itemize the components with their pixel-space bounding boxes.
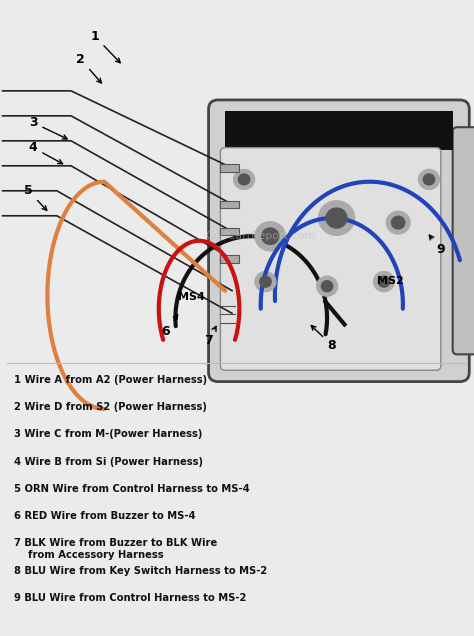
FancyBboxPatch shape xyxy=(220,148,441,370)
Circle shape xyxy=(255,272,276,292)
Text: 6: 6 xyxy=(162,315,178,338)
Circle shape xyxy=(419,169,439,190)
Circle shape xyxy=(255,222,285,251)
Circle shape xyxy=(392,216,405,229)
Text: 7: 7 xyxy=(204,326,216,347)
Text: 4 Wire B from Si (Power Harness): 4 Wire B from Si (Power Harness) xyxy=(14,457,203,467)
Text: 9: 9 xyxy=(429,235,445,256)
Text: 4: 4 xyxy=(29,141,63,163)
Circle shape xyxy=(262,228,279,244)
Text: 1: 1 xyxy=(91,30,120,63)
Circle shape xyxy=(378,276,390,287)
Circle shape xyxy=(326,208,347,228)
Text: GolfCartReport.com: GolfCartReport.com xyxy=(206,232,316,241)
Bar xyxy=(220,165,239,172)
Circle shape xyxy=(319,201,355,235)
Text: 1 Wire A from A2 (Power Harness): 1 Wire A from A2 (Power Harness) xyxy=(14,375,207,385)
Circle shape xyxy=(374,272,394,292)
Bar xyxy=(5,368,469,633)
Circle shape xyxy=(260,276,271,287)
Bar xyxy=(220,255,239,263)
Text: 2 Wire D from S2 (Power Harness): 2 Wire D from S2 (Power Harness) xyxy=(14,402,207,412)
Bar xyxy=(220,201,239,208)
Circle shape xyxy=(317,276,337,296)
Text: 8: 8 xyxy=(311,326,336,352)
FancyBboxPatch shape xyxy=(209,100,469,382)
Circle shape xyxy=(321,280,333,292)
FancyBboxPatch shape xyxy=(453,127,474,354)
Text: 7 BLK Wire from Buzzer to BLK Wire
    from Accessory Harness: 7 BLK Wire from Buzzer to BLK Wire from … xyxy=(14,538,218,560)
Bar xyxy=(220,228,239,235)
Text: 5 ORN Wire from Control Harness to MS-4: 5 ORN Wire from Control Harness to MS-4 xyxy=(14,484,250,494)
Bar xyxy=(225,111,453,150)
Circle shape xyxy=(423,174,435,185)
Text: 8 BLU Wire from Key Switch Harness to MS-2: 8 BLU Wire from Key Switch Harness to MS… xyxy=(14,565,267,576)
Text: 9 BLU Wire from Control Harness to MS-2: 9 BLU Wire from Control Harness to MS-2 xyxy=(14,593,246,603)
Text: 5: 5 xyxy=(24,184,47,211)
Text: 6 RED Wire from Buzzer to MS-4: 6 RED Wire from Buzzer to MS-4 xyxy=(14,511,196,521)
Text: 3: 3 xyxy=(29,116,67,139)
Circle shape xyxy=(234,169,255,190)
Text: MS2: MS2 xyxy=(377,276,403,286)
Text: 2: 2 xyxy=(76,53,101,83)
Circle shape xyxy=(238,174,250,185)
Circle shape xyxy=(386,211,410,234)
Text: MS4: MS4 xyxy=(178,292,205,302)
Text: 3 Wire C from M-(Power Harness): 3 Wire C from M-(Power Harness) xyxy=(14,429,202,439)
